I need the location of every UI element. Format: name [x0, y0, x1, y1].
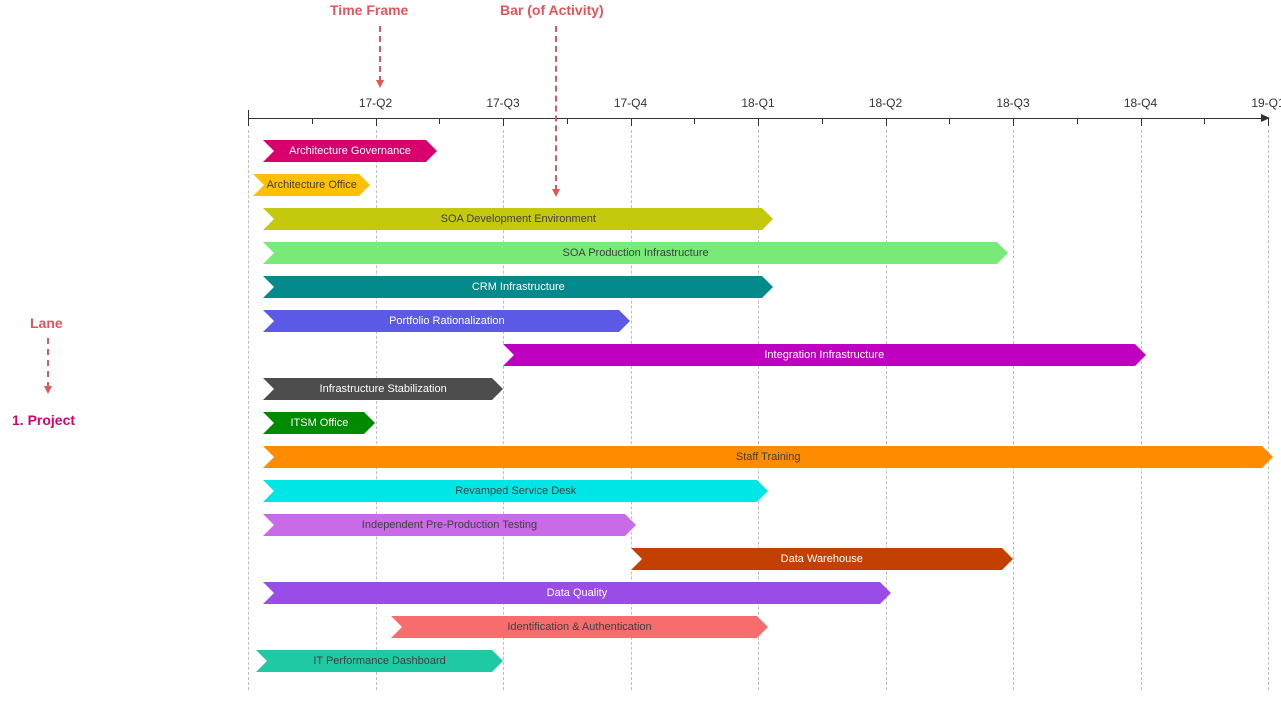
- activity-row: Architecture Governance: [248, 140, 1268, 162]
- axis-tick-label: 19-Q1: [1251, 96, 1281, 110]
- axis-tick: [376, 118, 377, 126]
- callout-lane-arrow: [47, 338, 49, 388]
- axis-tick: [886, 118, 887, 126]
- axis-minor-tick: [949, 118, 950, 124]
- activity-bar: IT Performance Dashboard: [267, 650, 492, 672]
- activity-row: Architecture Office: [248, 174, 1268, 196]
- callout-lane: Lane: [30, 315, 63, 331]
- activity-row: SOA Production Infrastructure: [248, 242, 1268, 264]
- activity-bar: Architecture Governance: [274, 140, 425, 162]
- axis-tick: [631, 118, 632, 126]
- axis-tick-label: 18-Q2: [869, 96, 902, 110]
- activity-row: SOA Development Environment: [248, 208, 1268, 230]
- activity-bar: SOA Production Infrastructure: [274, 242, 997, 264]
- lane-label-project: 1. Project: [12, 412, 75, 428]
- callout-bar-activity: Bar (of Activity): [500, 2, 604, 18]
- callout-bar-activity-arrow: [555, 26, 557, 191]
- activity-row: Identification & Authentication: [248, 616, 1268, 638]
- activity-bar: Infrastructure Stabilization: [274, 378, 492, 400]
- axis-tick-label: 18-Q3: [996, 96, 1029, 110]
- axis-tick-label: 17-Q2: [359, 96, 392, 110]
- axis-tick-label: 18-Q1: [741, 96, 774, 110]
- axis-minor-tick: [1204, 118, 1205, 124]
- axis-minor-tick: [1077, 118, 1078, 124]
- activity-row: CRM Infrastructure: [248, 276, 1268, 298]
- activity-bar: ITSM Office: [274, 412, 364, 434]
- activity-bar: Independent Pre-Production Testing: [274, 514, 624, 536]
- activity-bar: Data Quality: [274, 582, 879, 604]
- activity-row: Staff Training: [248, 446, 1268, 468]
- axis-tick: [1013, 118, 1014, 126]
- activity-row: Portfolio Rationalization: [248, 310, 1268, 332]
- callout-time-frame: Time Frame: [330, 2, 408, 18]
- activity-bar: Revamped Service Desk: [274, 480, 757, 502]
- activity-row: Independent Pre-Production Testing: [248, 514, 1268, 536]
- axis-minor-tick: [822, 118, 823, 124]
- axis-tick: [503, 118, 504, 126]
- roadmap-chart: 17-Q217-Q317-Q418-Q118-Q218-Q318-Q419-Q1…: [248, 96, 1268, 696]
- activity-bar: Architecture Office: [264, 174, 359, 196]
- axis-tick: [758, 118, 759, 126]
- axis-minor-tick: [439, 118, 440, 124]
- axis-tick: [1141, 118, 1142, 126]
- callout-time-frame-arrow: [379, 26, 381, 82]
- axis-tick: [1268, 118, 1269, 126]
- activity-bar: SOA Development Environment: [274, 208, 762, 230]
- axis-tick-label: 17-Q3: [486, 96, 519, 110]
- activity-row: Integration Infrastructure: [248, 344, 1268, 366]
- activity-bar: Staff Training: [274, 446, 1262, 468]
- axis-tick-label: 17-Q4: [614, 96, 647, 110]
- activity-row: IT Performance Dashboard: [248, 650, 1268, 672]
- activity-row: ITSM Office: [248, 412, 1268, 434]
- axis-minor-tick: [312, 118, 313, 124]
- activity-row: Data Quality: [248, 582, 1268, 604]
- activity-bar: Data Warehouse: [642, 548, 1003, 570]
- activity-bar: CRM Infrastructure: [274, 276, 762, 298]
- axis-minor-tick: [694, 118, 695, 124]
- activity-row: Revamped Service Desk: [248, 480, 1268, 502]
- activity-bar: Integration Infrastructure: [514, 344, 1135, 366]
- activity-bar: Portfolio Rationalization: [274, 310, 619, 332]
- axis-minor-tick: [567, 118, 568, 124]
- axis-tick-label: 18-Q4: [1124, 96, 1157, 110]
- activity-bar: Identification & Authentication: [402, 616, 757, 638]
- gridline: [1268, 130, 1269, 690]
- activity-row: Infrastructure Stabilization: [248, 378, 1268, 400]
- activity-row: Data Warehouse: [248, 548, 1268, 570]
